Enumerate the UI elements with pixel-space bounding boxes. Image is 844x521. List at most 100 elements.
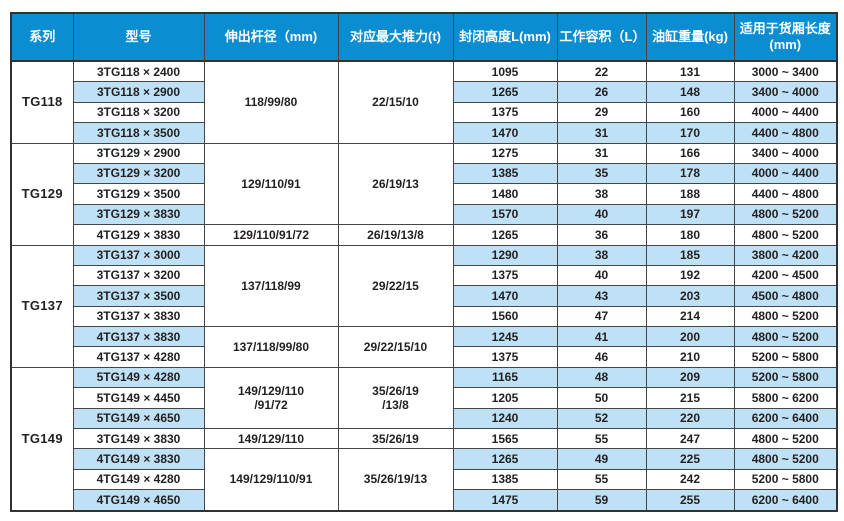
cylinder-weight-cell: 209: [645, 366, 735, 389]
working-volume-cell: 35: [556, 162, 647, 185]
closed-height-cell: 1265: [452, 224, 558, 246]
cylinder-weight-cell: 242: [645, 468, 735, 491]
closed-height-cell: 1375: [452, 346, 558, 368]
closed-height-cell: 1245: [452, 326, 558, 348]
working-volume-cell: 38: [556, 183, 647, 205]
series-cell: TG137: [10, 244, 74, 368]
box-length-cell: 3800 ~ 4200: [733, 244, 838, 266]
model-cell: 3TG129 × 3200: [72, 162, 205, 185]
model-cell: 3TG129 × 2900: [72, 142, 205, 164]
header-row: 系列 型号 伸出杆径（mm) 对应最大推力(t) 封闭高度L(mm) 工作容积（…: [10, 12, 838, 62]
working-volume-cell: 41: [556, 326, 647, 348]
cylinder-weight-cell: 185: [645, 244, 735, 266]
working-volume-cell: 43: [556, 285, 647, 307]
working-volume-cell: 50: [556, 387, 647, 409]
model-cell: 5TG149 × 4650: [72, 407, 205, 430]
table-row: 3TG118 × 3200 1375 29 160 4000 ~ 4400: [11, 101, 838, 124]
table-row: 4TG149 × 4650 1475 59 255 6200 ~ 6400: [11, 489, 838, 512]
model-cell: 4TG129 × 3830: [72, 224, 205, 246]
cylinder-weight-cell: 255: [645, 489, 735, 512]
box-length-cell: 4000 ~ 4400: [733, 101, 838, 124]
box-length-cell: 5200 ~ 5800: [733, 346, 838, 368]
table-row: 4TG149 × 4280 1385 55 242 5200 ~ 5800: [11, 468, 838, 491]
box-length-cell: 4400 ~ 4800: [733, 183, 838, 205]
closed-height-cell: 1470: [452, 122, 558, 144]
table-row: 3TG118 × 2900 1265 26 148 3400 ~ 4000: [11, 81, 838, 103]
col-header-rod-diameter: 伸出杆径（mm): [203, 12, 339, 62]
box-length-cell: 4800 ~ 5200: [733, 203, 838, 226]
table-row: 3TG129 × 3500 1480 38 188 4400 ~ 4800: [11, 183, 838, 205]
model-cell: 3TG137 × 3000: [72, 244, 205, 266]
model-cell: 3TG149 × 3830: [72, 428, 205, 450]
cylinder-weight-cell: 166: [645, 142, 735, 164]
model-cell: 3TG118 × 3200: [72, 101, 205, 124]
closed-height-cell: 1165: [452, 366, 558, 389]
box-length-cell: 4800 ~ 5200: [733, 448, 838, 470]
box-length-cell: 4400 ~ 4800: [733, 122, 838, 144]
working-volume-cell: 48: [556, 366, 647, 389]
closed-height-cell: 1095: [452, 60, 558, 83]
series-cell: TG149: [10, 366, 74, 512]
max-thrust-cell: 35/26/19/13: [337, 448, 454, 512]
working-volume-cell: 26: [556, 81, 647, 103]
working-volume-cell: 55: [556, 428, 647, 450]
series-cell: TG118: [10, 60, 74, 144]
closed-height-cell: 1275: [452, 142, 558, 164]
col-header-closed-height: 封闭高度L(mm): [452, 12, 558, 62]
box-length-cell: 4000 ~ 4400: [733, 162, 838, 185]
cylinder-weight-cell: 148: [645, 81, 735, 103]
col-header-cylinder-weight: 油缸重量(kg): [645, 12, 735, 62]
cylinder-weight-cell: 170: [645, 122, 735, 144]
rod-diameter-cell: 137/118/99: [203, 244, 339, 328]
closed-height-cell: 1480: [452, 183, 558, 205]
box-length-cell: 4800 ~ 5200: [733, 224, 838, 246]
rod-diameter-cell: 129/110/91: [203, 142, 339, 226]
table-row: TG137 3TG137 × 3000 137/118/99 29/22/15 1290…: [10, 244, 838, 368]
working-volume-cell: 29: [556, 101, 647, 124]
working-volume-cell: 22: [556, 60, 647, 83]
model-cell: 4TG149 × 3830: [72, 448, 205, 470]
working-volume-cell: 31: [556, 142, 647, 164]
closed-height-cell: 1375: [452, 264, 558, 287]
col-header-model: 型号: [72, 12, 205, 62]
rod-diameter-cell: 129/110/91/72: [203, 224, 339, 246]
rod-diameter-cell: 149/129/110: [203, 428, 339, 450]
closed-height-cell: 1385: [452, 468, 558, 491]
model-cell: 4TG137 × 4280: [72, 346, 205, 368]
box-length-cell: 4800 ~ 5200: [733, 305, 838, 328]
table-row: 4TG137 × 3830 137/118/99/80 29/22/15/10 124…: [11, 326, 838, 368]
cylinder-weight-cell: 203: [645, 285, 735, 307]
cylinder-weight-cell: 210: [645, 346, 735, 368]
cylinder-weight-cell: 214: [645, 305, 735, 328]
col-header-box-length: 适用于货厢长度 (mm): [733, 12, 838, 62]
cylinder-weight-cell: 180: [645, 224, 735, 246]
table-row: 4TG129 × 3830 129/110/91/72 26/19/13/8 1265…: [11, 224, 838, 246]
box-length-cell: 4500 ~ 4800: [733, 285, 838, 307]
series-cell: TG129: [10, 142, 74, 246]
box-length-cell: 3400 ~ 4000: [733, 142, 838, 164]
box-length-cell: 5200 ~ 5800: [733, 366, 838, 389]
model-cell: 3TG118 × 3500: [72, 122, 205, 144]
box-length-cell: 4200 ~ 4500: [733, 264, 838, 287]
max-thrust-cell: 26/19/13/8: [337, 224, 454, 246]
cylinder-weight-cell: 200: [645, 326, 735, 348]
table-body: TG118 3TG118 × 2400 118/99/80 22/15/10 1095 2…: [10, 60, 838, 512]
closed-height-cell: 1385: [452, 162, 558, 185]
table-row: 4TG137 × 4280 1375 46 210 5200 ~ 5800: [11, 346, 838, 368]
cylinder-weight-cell: 197: [645, 203, 735, 226]
rod-diameter-cell: 149/129/110 /91/72: [203, 366, 339, 430]
rod-diameter-cell: 137/118/99/80: [203, 326, 339, 368]
cylinder-weight-cell: 188: [645, 183, 735, 205]
model-cell: 3TG118 × 2900: [72, 81, 205, 103]
box-length-cell: 5200 ~ 5800: [733, 468, 838, 491]
model-cell: 4TG137 × 3830: [72, 326, 205, 348]
max-thrust-cell: 26/19/13: [337, 142, 454, 226]
max-thrust-cell: 35/26/19: [337, 428, 454, 450]
col-header-max-thrust: 对应最大推力(t): [337, 12, 454, 62]
cylinder-weight-cell: 131: [645, 60, 735, 83]
box-length-cell: 3000 ~ 3400: [733, 60, 838, 83]
closed-height-cell: 1205: [452, 387, 558, 409]
cylinder-weight-cell: 247: [645, 428, 735, 450]
working-volume-cell: 40: [556, 264, 647, 287]
